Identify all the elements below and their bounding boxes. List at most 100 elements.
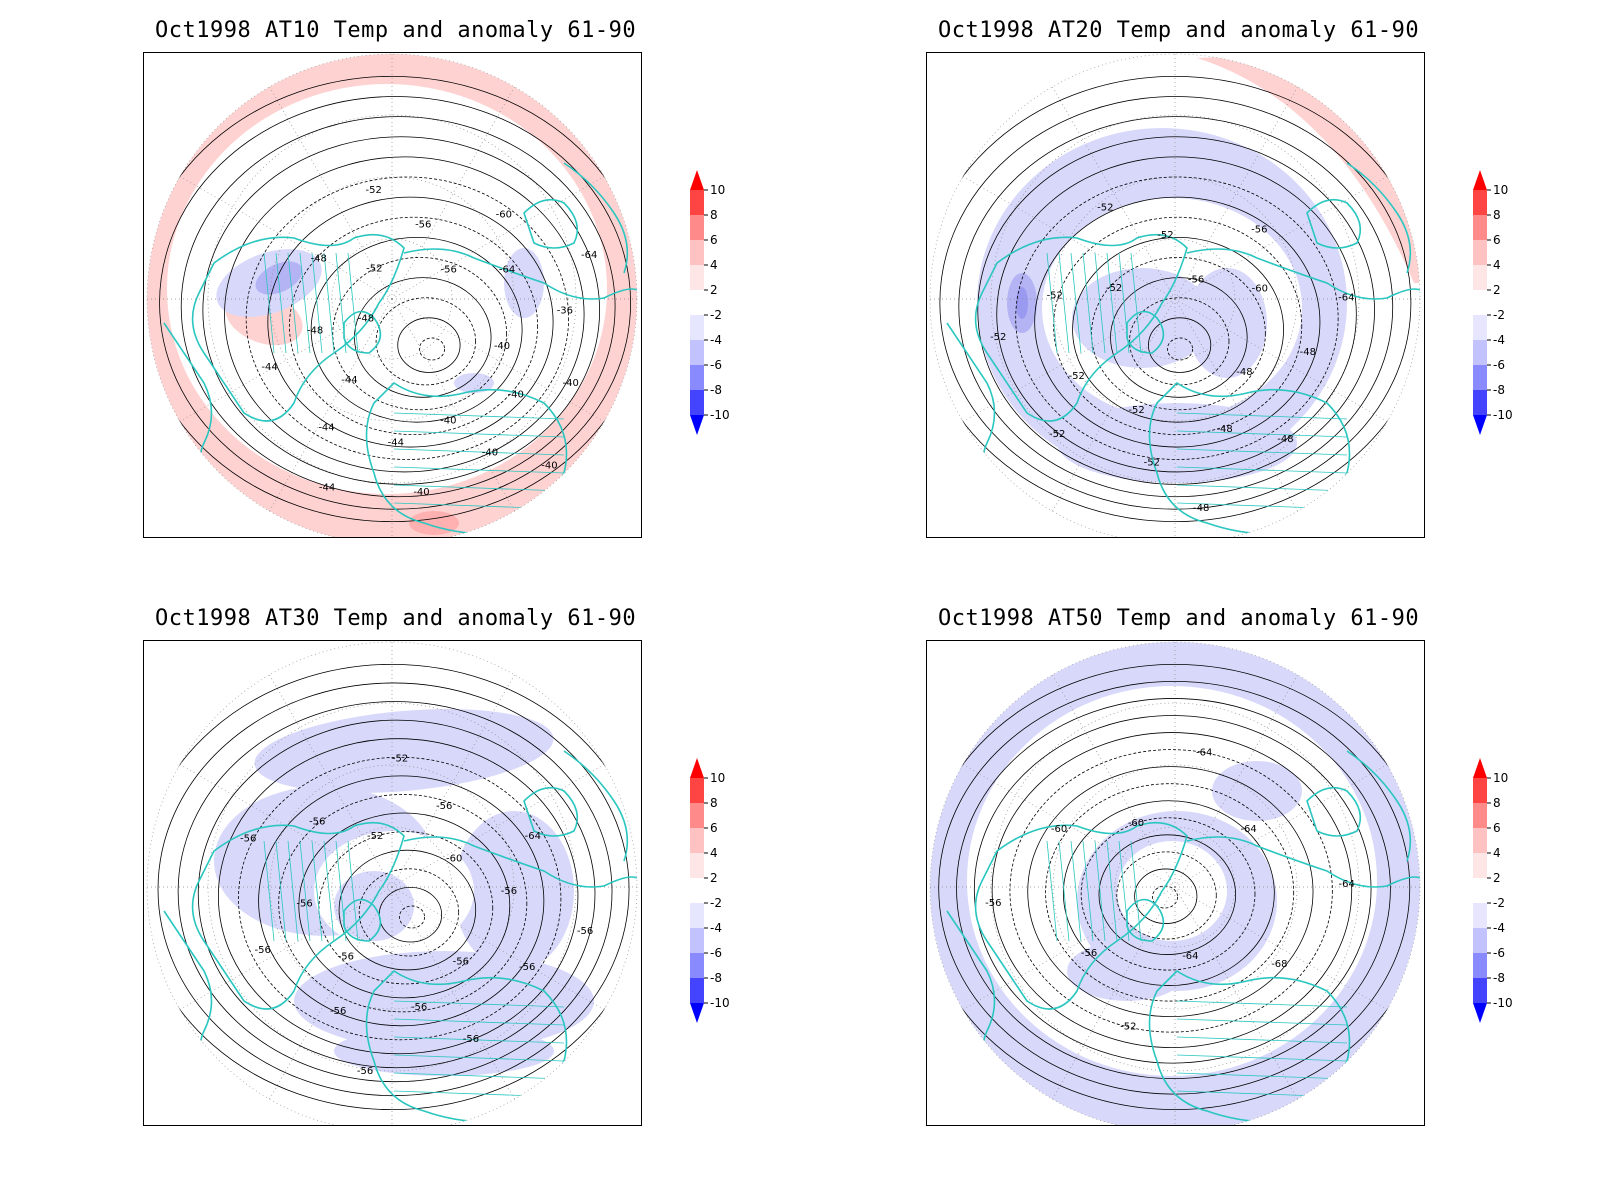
longitude-line [1174, 886, 1298, 1100]
contour-label: -56 [436, 801, 452, 812]
contour-label: -52 [1120, 1021, 1136, 1032]
temperature-contour [956, 698, 1391, 1080]
border-line [1176, 484, 1348, 492]
contour-label: -56 [577, 926, 593, 937]
contour-label: -48 [311, 253, 327, 264]
contour-label: -52 [990, 332, 1006, 343]
border-line [263, 252, 275, 354]
temperature-contour [930, 663, 1420, 1111]
longitude-line [179, 886, 393, 1010]
colorbar-segment [690, 928, 704, 953]
anomaly-shading [214, 786, 434, 936]
contour-label: -40 [482, 447, 498, 458]
contour-label: -56 [501, 886, 517, 897]
border-line [1176, 1000, 1348, 1008]
contour-label: -56 [411, 1002, 427, 1013]
colorbar-segment [690, 215, 704, 240]
colorbar-arrow-top [1473, 758, 1487, 778]
colorbar-tick-label: -2 [710, 896, 722, 910]
colorbar-tick-label: 10 [1493, 771, 1508, 785]
coastline [1148, 970, 1351, 1123]
contour-label: -60 [1252, 284, 1268, 295]
border-line [287, 252, 299, 354]
contour-label: -56 [240, 834, 256, 845]
border-line [1082, 252, 1094, 354]
latitude-circle [990, 114, 1360, 484]
contour-label: -60 [496, 209, 512, 220]
border-line [393, 1018, 565, 1026]
temperature-contour [930, 75, 1420, 523]
border-line [1070, 840, 1082, 942]
border-line [275, 840, 287, 942]
anomaly-shading [1057, 403, 1297, 483]
coastline [1306, 786, 1362, 837]
longitude-line [391, 298, 605, 422]
colorbar-tick-label: -8 [1493, 971, 1505, 985]
colorbar-tick-label: 4 [710, 258, 718, 272]
coastline [1148, 382, 1351, 535]
colorbar-segment [1473, 265, 1487, 290]
contour-label: -56 [1188, 274, 1204, 285]
colorbar-segment [690, 903, 704, 928]
contour-label: -52 [1047, 291, 1063, 302]
contour-label: -52 [1097, 202, 1113, 213]
colorbar-tick-label: 2 [1493, 871, 1501, 885]
contour-label: -64 [581, 250, 597, 261]
colorbar-tick-label: -6 [710, 358, 722, 372]
colorbar-tick-label: 10 [710, 771, 725, 785]
colorbar-tick-label: 6 [1493, 821, 1501, 835]
coastline [191, 233, 405, 422]
temperature-contour [278, 794, 528, 1013]
border-line [1082, 840, 1094, 942]
temperature-contour [177, 701, 613, 1083]
colorbar-arrow-bottom [690, 1003, 704, 1023]
colorbar-tick-label: -6 [1493, 358, 1505, 372]
colorbar-tick-label: 2 [710, 871, 718, 885]
temperature-contour [245, 176, 569, 460]
contour-label: -64 [1338, 292, 1354, 303]
temperature-contour [332, 257, 508, 411]
colorbar-segment [1473, 240, 1487, 265]
polar-map: -40 -40 -40 -40 -40 -40 -40 -44 -44 -44 -44 -44 -48 -… [146, 53, 638, 537]
colorbar: 10 8 6 4 2 -2 -4 -6 -8 -10 [690, 758, 730, 1023]
longitude-line [391, 86, 515, 300]
anomaly-shading [334, 1026, 554, 1076]
temperature-contour [938, 681, 1411, 1095]
longitude-line [962, 176, 1176, 300]
temperature-contour [358, 868, 460, 957]
contour-label: -56 [309, 816, 325, 827]
anomaly-shading [977, 128, 1347, 478]
border-line [1176, 448, 1348, 456]
colorbar-arrow-top [690, 758, 704, 778]
longitude-line [269, 674, 393, 888]
longitude-line [1174, 886, 1388, 1010]
temperature-contour [977, 136, 1375, 485]
longitude-line [391, 298, 515, 512]
latitude-circle [269, 176, 515, 422]
temperature-contour [1015, 176, 1339, 460]
longitude-line [1052, 86, 1176, 300]
polar-map: -64 -52 -56 -56 -60 -60 -64 -64 -64 -68 [929, 641, 1421, 1125]
colorbar-arrow-bottom [1473, 1003, 1487, 1023]
colorbar: 10 8 6 4 2 -2 -4 -6 -8 -10 [690, 170, 730, 435]
coastline [343, 310, 382, 354]
coastline [365, 970, 568, 1123]
colorbar-segment [690, 978, 704, 1003]
polar-map: -48 -48 -48 -48 -52 -52 -52 -52 -52 -52 -52 -52 -52 -… [929, 53, 1421, 537]
temperature-contour [197, 719, 596, 1069]
contour-label: -56 [296, 899, 312, 910]
temperature-contour [1151, 885, 1178, 909]
colorbar-tick-label: -6 [1493, 946, 1505, 960]
border-line [1106, 252, 1118, 354]
anomaly-shading [1187, 54, 1420, 283]
border-line [1058, 840, 1070, 942]
longitude-line [1174, 674, 1298, 888]
contour-label: -64 [1196, 748, 1212, 759]
colorbar-tick-label: 6 [710, 233, 718, 247]
contour-label: -40 [541, 460, 557, 471]
temperature-contour [217, 738, 579, 1055]
border-line [393, 448, 565, 456]
temperature-contour [939, 96, 1412, 510]
temperature-contour [378, 886, 443, 943]
contour-label: -60 [1128, 818, 1144, 829]
